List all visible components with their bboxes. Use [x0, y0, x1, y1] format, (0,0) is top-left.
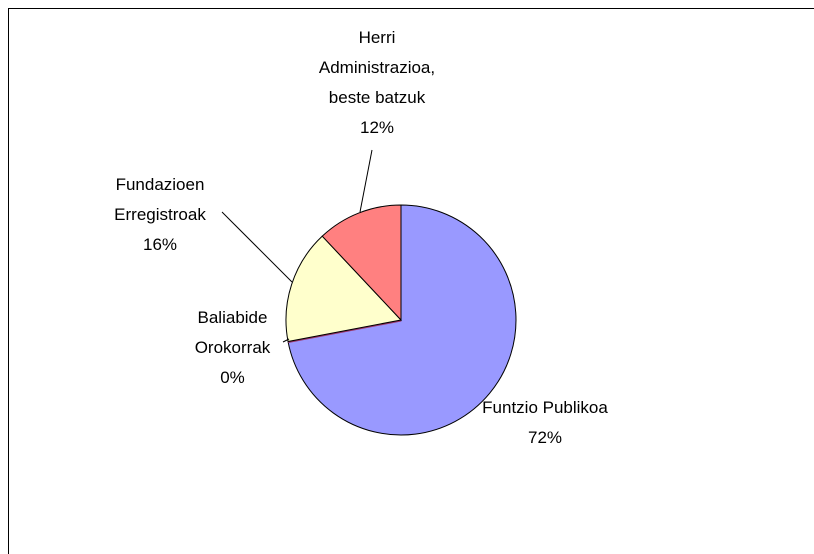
percent-label: 12%	[359, 118, 395, 137]
leader-line	[359, 149, 373, 213]
pie-slice	[287, 204, 517, 436]
pie-slice	[285, 235, 402, 343]
category-label: Herri Administrazioa, beste batzuk	[318, 28, 436, 107]
data-label: Baliabide Orokorrak 0%	[170, 303, 295, 393]
percent-label: 0%	[220, 368, 245, 387]
percent-label: 16%	[142, 235, 178, 254]
data-label: Funtzio Publikoa 72%	[470, 393, 620, 453]
frame	[8, 8, 814, 554]
category-label: Baliabide Orokorrak	[194, 308, 271, 357]
leader-line	[282, 338, 290, 343]
pie-slice	[321, 204, 402, 322]
percent-label: 72%	[527, 428, 563, 447]
data-label: Herri Administrazioa, beste batzuk 12%	[317, 23, 437, 143]
category-label: Fundazioen Erregistroak	[114, 175, 206, 224]
data-label: Fundazioen Erregistroak 16%	[90, 170, 230, 260]
leader-line	[221, 211, 293, 283]
category-label: Funtzio Publikoa	[482, 398, 608, 417]
